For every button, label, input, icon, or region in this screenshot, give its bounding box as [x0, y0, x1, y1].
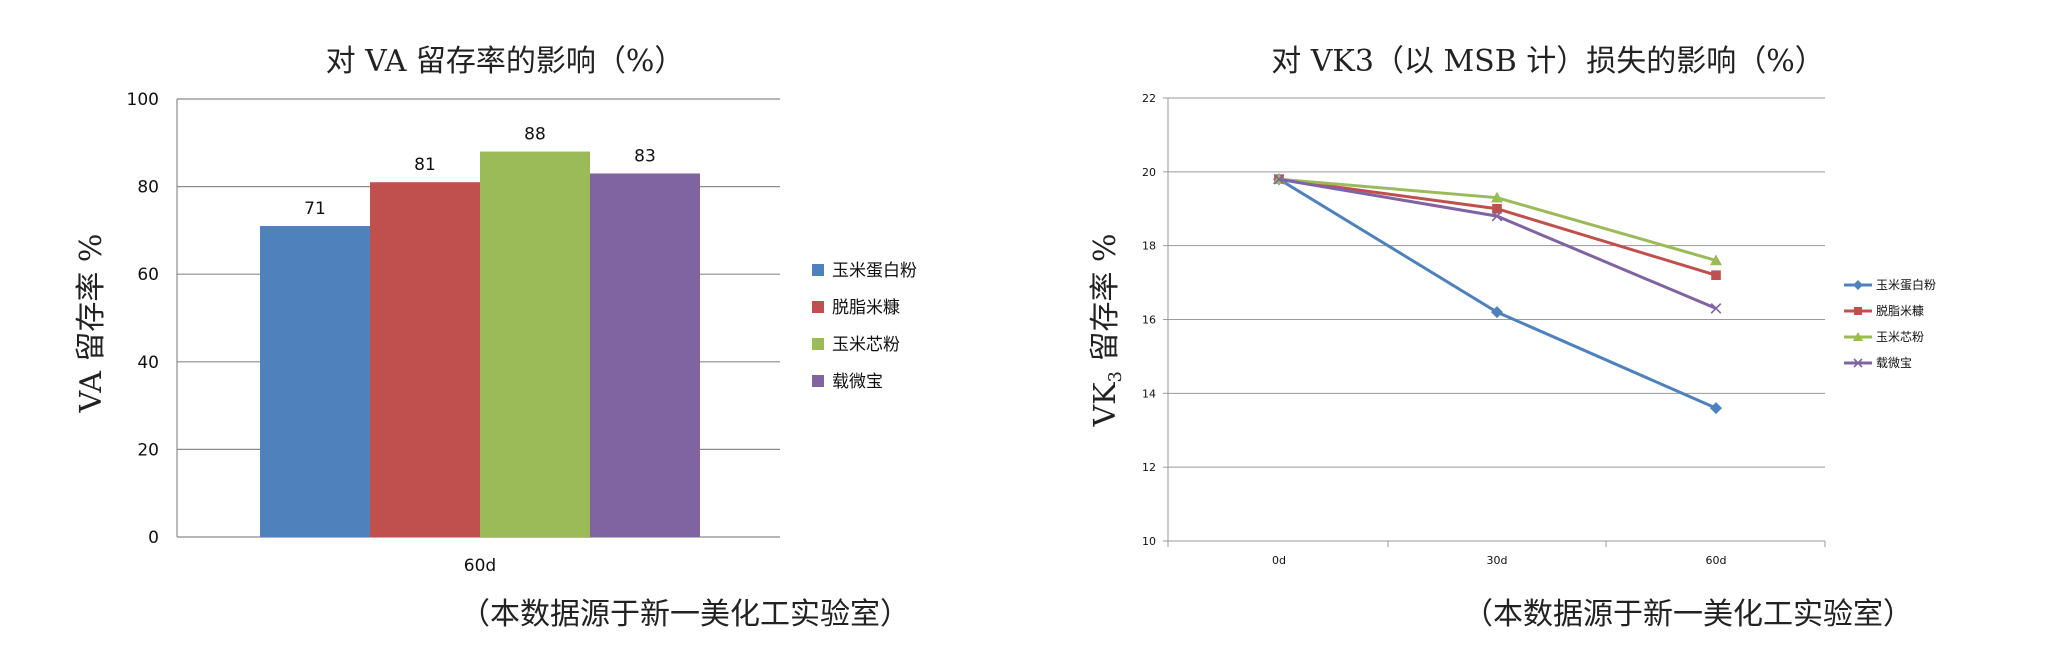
data-point [1492, 203, 1502, 214]
bar [260, 226, 370, 537]
y-tick-label: 0 [148, 528, 159, 548]
x-tick-label: 60d [464, 556, 496, 576]
y-axis-label-main: VK [1088, 382, 1123, 428]
data-point [1854, 307, 1862, 315]
y-tick-label: 22 [1142, 92, 1156, 105]
legend-label: 载微宝 [1876, 356, 1912, 370]
y-axis-label: VK3 留存率 % [1088, 233, 1126, 427]
y-tick-label: 80 [137, 178, 159, 198]
bars: 71 81 88 83 [260, 125, 700, 537]
gridlines [1163, 97, 1826, 547]
bar [480, 151, 590, 537]
legend-label: 脱脂米糠 [832, 297, 900, 318]
data-point [1711, 270, 1721, 280]
y-tick-label: 40 [137, 353, 159, 373]
source-note: （本数据源于新一美化工实验室） [1463, 597, 1913, 632]
legend-label: 脱脂米糠 [1876, 303, 1924, 318]
data-point [1273, 173, 1285, 185]
bar [590, 173, 700, 537]
y-tick-label: 18 [1142, 240, 1156, 253]
data-point [1853, 280, 1863, 290]
data-label: 88 [524, 125, 546, 145]
data-point-stroke [1853, 358, 1863, 368]
y-tick-label: 20 [1142, 166, 1156, 179]
data-point-stroke [1273, 173, 1285, 185]
legend-label: 玉米蛋白粉 [1876, 277, 1936, 292]
y-tick-label: 16 [1142, 314, 1156, 327]
x-tick-labels: 0d 30d 60d [1272, 554, 1726, 567]
x-tick-label: 0d [1272, 554, 1286, 567]
x-tick-labels: 60d [464, 556, 496, 576]
y-tick-label: 20 [137, 440, 159, 460]
data-label: 81 [414, 155, 436, 175]
series [1273, 173, 1722, 314]
legend-swatch [812, 264, 824, 276]
data-point [1853, 358, 1863, 368]
chart-title: 对 VA 留存率的影响（%） [326, 44, 685, 79]
y-tick-labels: 0 20 40 60 80 100 [127, 90, 159, 548]
data-point [1710, 254, 1722, 266]
data-label: 83 [634, 146, 656, 166]
va-bar-chart: 对 VA 留存率的影响（%） VA 留存率 % 0 20 40 60 80 100 71 8… [74, 44, 917, 632]
data-point [1491, 306, 1503, 319]
legend-swatch [812, 375, 824, 387]
data-label: 71 [304, 199, 326, 219]
chart-title: 对 VK3（以 MSB 计）损失的影响（%） [1271, 44, 1825, 79]
data-point-stroke [1491, 210, 1503, 222]
data-point [1710, 402, 1722, 415]
series-lines [1273, 173, 1722, 415]
y-axis-label-rest: 留存率 % [1088, 233, 1123, 371]
legend-label: 玉米芯粉 [832, 335, 900, 355]
y-tick-label: 14 [1142, 387, 1156, 400]
data-point-stroke [1710, 303, 1722, 314]
x-tick-label: 30d [1487, 554, 1508, 567]
data-point [1491, 191, 1503, 203]
y-tick-labels: 10 12 14 16 18 20 22 [1142, 92, 1156, 548]
y-tick-label: 12 [1142, 461, 1156, 474]
legend-label: 玉米蛋白粉 [832, 261, 917, 281]
legend-label: 载微宝 [832, 372, 883, 392]
y-tick-label: 100 [127, 90, 159, 110]
vk3-line-chart: 对 VK3（以 MSB 计）损失的影响（%） VK3 留存率 % 1012141… [1088, 44, 1936, 632]
bar [370, 182, 480, 537]
x-tick-label: 60d [1706, 554, 1727, 567]
data-point [1853, 332, 1863, 341]
legend-label: 玉米芯粉 [1876, 330, 1924, 344]
data-point [1710, 303, 1722, 314]
source-note: （本数据源于新一美化工实验室） [460, 597, 910, 632]
legend-swatch [812, 301, 824, 313]
y-tick-label: 10 [1142, 535, 1156, 548]
y-axis-label: VA 留存率 % [74, 234, 109, 414]
data-point [1491, 210, 1503, 222]
y-tick-label: 60 [137, 265, 159, 285]
y-axis-label-subscript: 3 [1105, 371, 1126, 382]
legend-swatch [812, 338, 824, 350]
